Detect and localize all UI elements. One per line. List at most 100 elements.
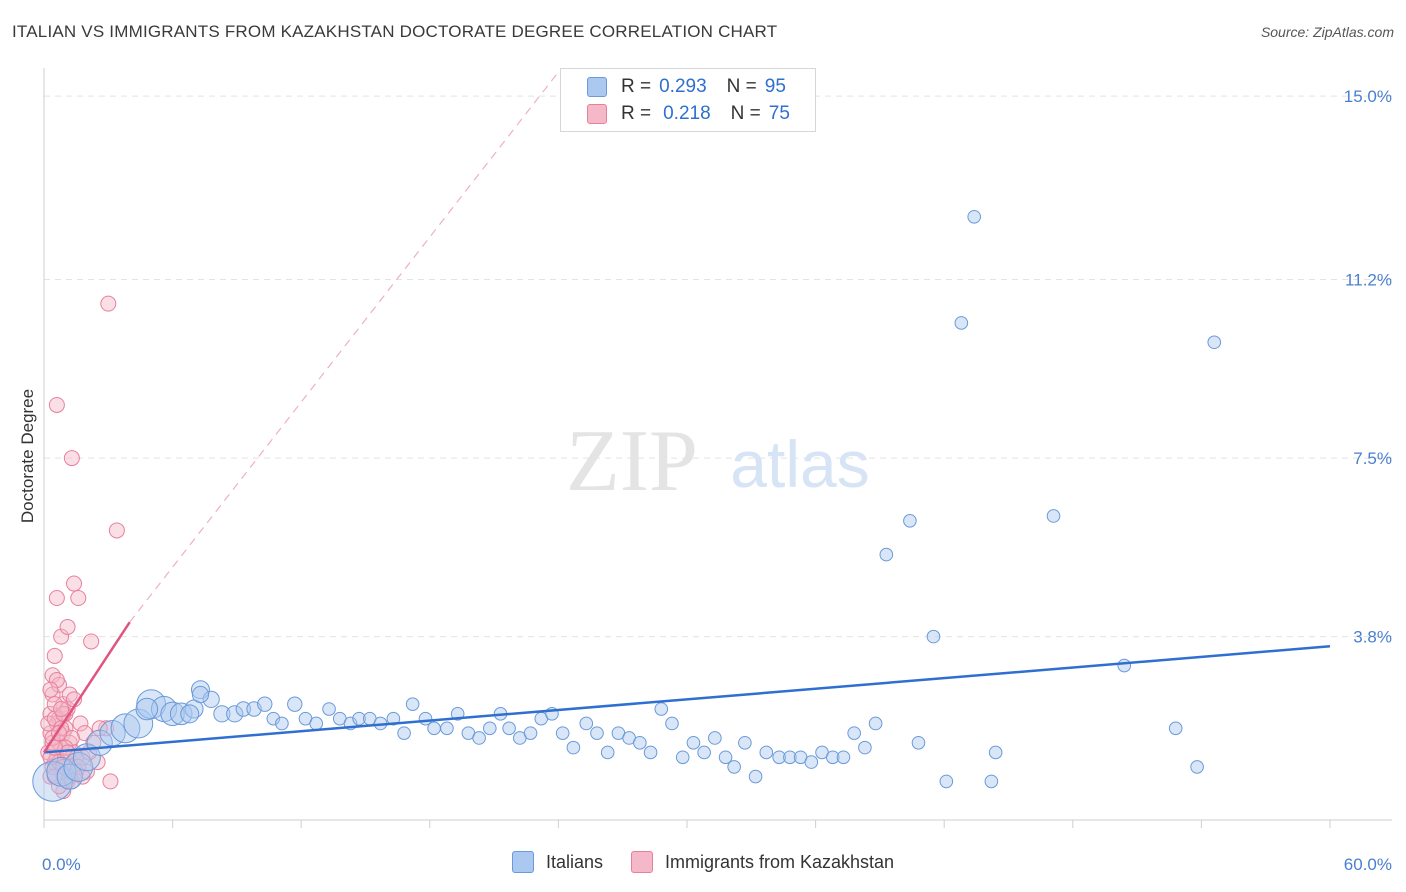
y-tick-label-0: 3.8% [1353, 628, 1392, 647]
legend-row-kazakhstan: R = 0.218 N = 75 [587, 102, 790, 126]
point-italians-79 [903, 514, 917, 528]
point-kazakhstan-17 [59, 618, 76, 635]
axes [43, 68, 1392, 828]
point-italians-50 [579, 716, 594, 731]
point-italians-67 [759, 745, 774, 760]
point-italians-73 [825, 750, 840, 765]
legend-swatch-italians [587, 77, 607, 97]
point-italians-84 [967, 209, 982, 224]
legend-r-label: R = [621, 103, 652, 124]
point-italians-55 [633, 735, 647, 750]
point-italians-7 [110, 713, 141, 744]
point-italians-23 [287, 696, 303, 712]
point-kazakhstan-60 [48, 396, 65, 413]
legend-row-italians: R = 0.293 N = 95 [587, 75, 786, 99]
point-italians-77 [868, 716, 883, 731]
point-italians-75 [847, 726, 861, 740]
point-italians-78 [879, 547, 894, 562]
trend-line-kazakhstan-dashed [129, 71, 559, 623]
point-kazakhstan-53 [46, 710, 63, 727]
legend-n-value-italians: 95 [764, 76, 786, 97]
point-italians-85 [984, 774, 999, 789]
point-italians-88 [1117, 658, 1132, 673]
point-italians-65 [738, 735, 752, 750]
point-italians-51 [590, 726, 604, 740]
trend-line-kazakhstan-solid [42, 621, 131, 754]
bottom-legend-swatch-italians [511, 851, 534, 873]
point-italians-22 [275, 716, 289, 731]
point-italians-3 [63, 752, 94, 782]
point-italians-21 [266, 711, 281, 726]
point-italians-66 [748, 769, 763, 784]
point-italians-93 [180, 704, 200, 724]
point-italians-82 [939, 774, 954, 789]
point-italians-58 [665, 716, 679, 731]
point-italians-62 [708, 731, 722, 745]
legend-n-label: N = [726, 76, 757, 97]
point-italians-56 [643, 745, 658, 760]
trend-lines [42, 71, 1331, 754]
legend-r-value-kazakhstan: 0.218 [663, 103, 711, 124]
bottom-legend: Italians Immigrants from Kazakhstan [0, 851, 1406, 873]
chart-title: ITALIAN VS IMMIGRANTS FROM KAZAKHSTAN DO… [12, 22, 778, 41]
point-italians-20 [257, 696, 273, 712]
y-tick-label-2: 11.2% [1345, 271, 1392, 290]
point-italians-60 [686, 735, 701, 750]
point-kazakhstan-33 [98, 720, 115, 737]
point-italians-63 [718, 750, 733, 765]
x-tick-label-max: 60.0% [1344, 855, 1392, 874]
point-italians-26 [322, 702, 336, 716]
point-kazakhstan-22 [66, 575, 83, 592]
watermark-zip: ZIP [566, 413, 698, 510]
legend-n-label: N = [730, 103, 761, 124]
point-kazakhstan-35 [102, 773, 119, 790]
source-label: Source: ZipAtlas.com [1260, 24, 1394, 40]
point-italians-71 [804, 755, 819, 769]
point-italians-40 [472, 731, 486, 745]
point-kazakhstan-51 [42, 681, 59, 698]
x-tick-label-min: 0.0% [42, 855, 81, 874]
point-kazakhstan-21 [63, 450, 80, 467]
point-kazakhstan-26 [72, 715, 89, 732]
point-italians-69 [783, 750, 797, 765]
point-italians-92 [135, 697, 159, 721]
legend-r-value-italians: 0.293 [659, 76, 707, 97]
point-italians-90 [1190, 760, 1204, 774]
watermark-atlas: atlas [730, 427, 869, 501]
trend-line-italians [43, 645, 1331, 754]
y-axis-label: Doctorate Degree [18, 389, 37, 523]
point-italians-11 [160, 701, 185, 727]
point-italians-36 [427, 721, 441, 736]
y-tick-labels: 3.8% 7.5% 11.2% 15.0% [1344, 87, 1392, 646]
point-italians-87 [1046, 509, 1061, 523]
point-italians-80 [911, 735, 926, 750]
gridlines [44, 95, 1392, 638]
legend-swatch-kazakhstan [587, 104, 607, 124]
point-italians-17 [226, 705, 244, 723]
point-italians-43 [502, 721, 516, 736]
point-italians-57 [654, 702, 669, 716]
point-kazakhstan-30 [83, 633, 100, 650]
point-kazakhstan-11 [53, 628, 70, 645]
series-italians-points [32, 209, 1222, 802]
point-italians-52 [600, 745, 615, 760]
point-italians-25 [309, 716, 324, 731]
point-italians-61 [697, 745, 711, 760]
point-italians-94 [191, 685, 210, 704]
point-italians-18 [235, 701, 252, 717]
point-kazakhstan-36 [108, 522, 125, 539]
point-italians-32 [386, 711, 401, 726]
point-italians-16 [213, 705, 231, 723]
point-italians-15 [202, 690, 220, 708]
point-italians-48 [555, 726, 570, 740]
point-italians-45 [523, 726, 538, 740]
point-italians-2 [56, 763, 83, 790]
point-italians-41 [483, 721, 497, 736]
point-kazakhstan-64 [53, 701, 70, 718]
point-italians-34 [405, 697, 420, 711]
bottom-legend-label-kazakhstan: Immigrants from Kazakhstan [664, 851, 895, 872]
point-italians-8 [123, 708, 154, 739]
point-kazakhstan-7 [48, 590, 65, 607]
point-kazakhstan-25 [70, 590, 87, 607]
